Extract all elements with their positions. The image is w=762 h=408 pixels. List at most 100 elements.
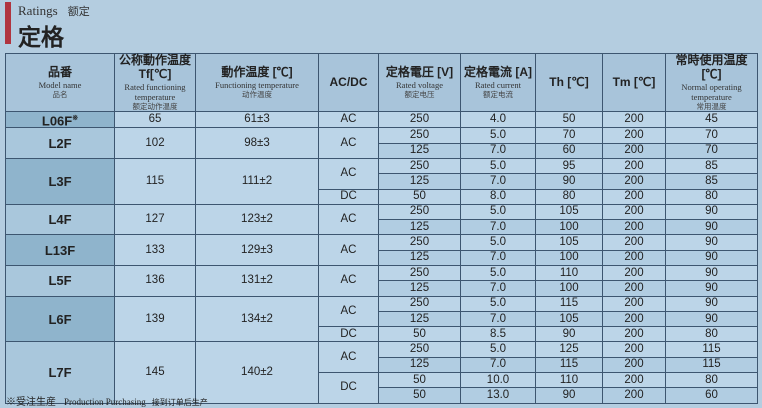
th-temp: 70 [535,127,603,144]
th-temp: 100 [535,280,603,297]
rated-current: 5.0 [460,234,536,251]
column-header-cn: 额定动作温度 [132,102,178,111]
column-header: 動作温度 [℃] Functioning temperature 动作温度 [195,53,319,112]
th-temp: 90 [535,326,603,343]
model-name-text: L7F [48,365,72,381]
column-header-cn: 额定电压 [404,90,435,99]
rated-current: 5.0 [460,127,536,144]
rated-current: 7.0 [460,142,536,159]
th-temp: 100 [535,219,603,236]
rated-voltage: 125 [378,310,461,328]
normal-operating-temp: 115 [665,341,758,358]
tm-temp: 200 [602,249,666,267]
model-name-text: L3F [48,173,72,189]
model-name-text: L4F [48,212,72,228]
rated-voltage: 250 [378,295,461,312]
tm-temp: 200 [602,188,666,205]
th-temp: 100 [535,249,603,267]
ac-dc-type: AC [318,203,379,236]
th-temp: 105 [535,310,603,328]
tm-temp: 200 [602,295,666,312]
tm-temp: 200 [602,310,666,328]
rated-voltage: 250 [378,157,461,175]
normal-operating-temp: 80 [665,372,758,389]
rated-functioning-temp: 139 [114,295,196,343]
th-temp: 125 [535,341,603,358]
tm-temp: 200 [602,173,666,190]
table-row: L06F※ 65 61±3 AC 250 4.0 50 200 45 [5,110,758,129]
rated-voltage: 125 [378,219,461,236]
table-row: 125 7.0 100 200 90 [6,219,758,236]
rated-voltage: 250 [378,203,461,221]
normal-operating-temp: 90 [665,234,758,251]
rated-current: 7.0 [460,249,536,267]
normal-operating-temp: 90 [665,249,758,267]
th-temp: 105 [535,203,603,221]
model-name-text: L2F [48,135,72,151]
column-header: 品番 Model name 品名 [5,53,115,112]
table-row: L13F 133 129±3 AC 250 5.0 105 200 90 [5,234,758,266]
rated-current: 7.0 [460,310,536,328]
rated-functioning-temp: 136 [114,265,196,297]
th-temp: 50 [535,110,603,129]
column-header-jp: 常時使用温度 [℃] [675,53,748,81]
normal-operating-temp: 90 [665,310,758,328]
model-name-text: L6F [48,311,72,327]
column-header-cn: 额定电流 [483,90,513,99]
normal-operating-temp: 90 [665,264,758,282]
table-row: L5F 136 131±2 AC 250 5.0 110 200 90 [5,264,758,297]
ac-dc-type: AC [318,157,379,190]
normal-operating-temp: 85 [665,157,758,175]
rated-current: 8.5 [460,326,536,343]
column-header: 定格電圧 [V] Rated voltage 额定电压 [378,53,461,112]
rated-voltage: 250 [378,234,461,251]
rated-current: 5.0 [460,203,536,221]
column-header: AC/DC [318,53,379,112]
normal-operating-temp: 70 [665,127,758,144]
column-header-en: Functioning temperature [215,80,299,90]
column-header-en: Model name [38,80,82,90]
rated-voltage: 125 [378,356,461,374]
normal-operating-temp: 90 [665,203,758,221]
model-name: L2F [5,127,115,159]
footnote-en: Production Purchasing [64,397,146,407]
th-temp: 115 [535,295,603,312]
column-header-jp: 定格電流 [A] [464,65,532,79]
functioning-temp: 140±2 [195,341,319,404]
subtitle-en: Ratings [18,3,58,18]
th-temp: 60 [535,142,603,159]
rated-current: 5.0 [460,264,536,282]
tm-temp: 200 [602,326,666,343]
ratings-table: 品番 Model name 品名 公称動作温度 Tf[℃] Rated function… [5,53,758,404]
column-header-jp: Tm [℃] [612,74,656,89]
functioning-temp: 123±2 [195,203,319,236]
ac-dc-type: AC [318,110,379,129]
rated-voltage: 50 [378,188,461,205]
footnote-cn: 接到订单后生产 [151,398,208,407]
th-temp: 115 [535,356,603,374]
tm-temp: 200 [602,280,666,297]
ac-dc-type: AC [318,295,379,328]
production-order-mark: ※ [72,115,79,122]
ac-dc-type: AC [318,234,379,266]
model-name: L5F [5,265,115,297]
rated-current: 10.0 [460,372,536,389]
column-header-cn: 动作温度 [242,90,272,99]
rated-voltage: 50 [378,326,461,343]
table-row: L7F 145 140±2 AC 250 5.0 125 200 115 [5,341,758,404]
tm-temp: 200 [602,127,666,144]
footnote-mark: ※受注生産 [6,397,56,408]
ac-dc-type: DC [318,326,379,343]
model-name: L6F [5,295,115,343]
column-header-jp: Th [℃] [549,74,589,89]
table-row: DC 50 8.0 80 200 80 [6,188,758,205]
th-temp: 90 [535,387,603,404]
column-header-en: Rated current [474,80,522,90]
table-row: L6F 139 134±2 AC 250 5.0 115 200 90 [5,295,758,343]
rated-voltage: 125 [378,249,461,267]
tm-temp: 200 [602,387,666,404]
tm-temp: 200 [602,157,666,175]
table-row: L2F 102 98±3 AC 250 5.0 70 200 70 [5,127,758,159]
rated-functioning-temp: 133 [114,234,196,266]
rated-voltage: 250 [378,341,461,358]
